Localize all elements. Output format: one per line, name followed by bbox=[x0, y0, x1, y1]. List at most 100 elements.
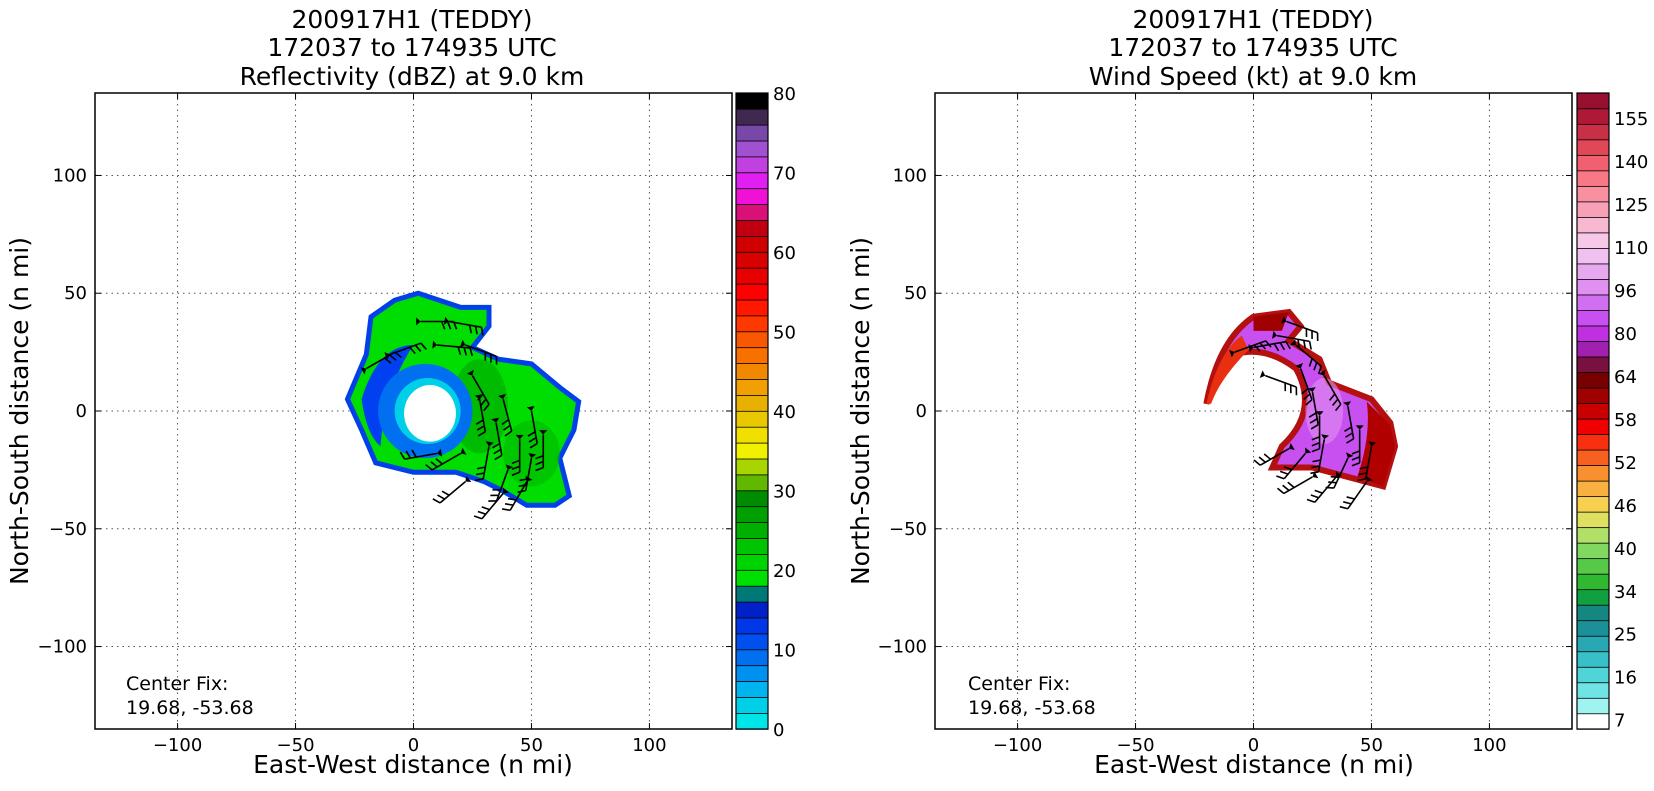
right-panel: 200917H1 (TEDDY) 172037 to 174935 UTC Wi… bbox=[846, 5, 1648, 779]
colorbar-segment bbox=[736, 570, 768, 586]
colorbar-tick-label: 80 bbox=[1614, 324, 1637, 345]
colorbar-segment bbox=[1577, 202, 1609, 218]
colorbar-tick-label: 40 bbox=[1614, 539, 1637, 560]
colorbar-segment bbox=[736, 475, 768, 491]
colorbar-tick-label: 34 bbox=[1614, 582, 1637, 603]
colorbar-segment bbox=[736, 459, 768, 475]
y-tick-label: 100 bbox=[53, 165, 87, 186]
colorbar-tick-label: 110 bbox=[1614, 238, 1648, 259]
colorbar-tick-label: 70 bbox=[773, 164, 796, 185]
colorbar-segment bbox=[736, 204, 768, 220]
colorbar-tick-label: 25 bbox=[1614, 625, 1637, 646]
colorbar-segment bbox=[1577, 450, 1609, 466]
right-title-line3: Wind Speed (kt) at 9.0 km bbox=[1089, 62, 1417, 91]
right-plot-area bbox=[935, 93, 1572, 729]
colorbar-segment bbox=[736, 93, 768, 109]
colorbar-segment bbox=[1577, 171, 1609, 187]
colorbar-tick-label: 0 bbox=[773, 720, 784, 741]
left-center-fix-value: 19.68, -53.68 bbox=[126, 697, 254, 719]
colorbar-segment bbox=[1577, 248, 1609, 264]
x-tick-label: 100 bbox=[1472, 735, 1506, 756]
y-tick-label: −50 bbox=[889, 519, 927, 540]
colorbar-segment bbox=[736, 188, 768, 204]
colorbar-tick-label: 140 bbox=[1614, 152, 1648, 173]
colorbar-segment bbox=[1577, 434, 1609, 450]
eye bbox=[404, 385, 456, 442]
colorbar-segment bbox=[1577, 512, 1609, 528]
colorbar-segment bbox=[736, 586, 768, 602]
x-tick-label: −100 bbox=[993, 735, 1042, 756]
colorbar-segment bbox=[1577, 140, 1609, 156]
colorbar-segment bbox=[1577, 636, 1609, 652]
y-tick-label: −50 bbox=[49, 519, 87, 540]
x-tick-label: 100 bbox=[632, 735, 666, 756]
colorbar-segment bbox=[1577, 155, 1609, 171]
colorbar-segment bbox=[1577, 558, 1609, 574]
colorbar-segment bbox=[1577, 372, 1609, 388]
colorbar-segment bbox=[736, 618, 768, 634]
y-tick-label: 0 bbox=[76, 401, 87, 422]
colorbar-segment bbox=[1577, 310, 1609, 326]
y-tick-label: 50 bbox=[64, 283, 87, 304]
colorbar-segment bbox=[736, 713, 768, 729]
colorbar-segment bbox=[1577, 698, 1609, 714]
colorbar-segment bbox=[1577, 357, 1609, 373]
right-xlabel: East-West distance (n mi) bbox=[1094, 750, 1414, 779]
colorbar-tick-label: 20 bbox=[773, 561, 796, 582]
y-tick-label: −100 bbox=[38, 637, 87, 658]
left-xlabel: East-West distance (n mi) bbox=[253, 750, 573, 779]
colorbar-segment bbox=[1577, 326, 1609, 342]
colorbar-tick-label: 58 bbox=[1614, 410, 1637, 431]
right-title-line1: 200917H1 (TEDDY) bbox=[1132, 5, 1373, 34]
colorbar-segment bbox=[736, 252, 768, 268]
right-center-fix-value: 19.68, -53.68 bbox=[968, 697, 1096, 719]
colorbar-segment bbox=[1577, 233, 1609, 249]
colorbar-segment bbox=[736, 363, 768, 379]
colorbar-segment bbox=[736, 173, 768, 189]
left-title-line1: 200917H1 (TEDDY) bbox=[291, 5, 532, 34]
colorbar-segment bbox=[1577, 93, 1609, 109]
colorbar-segment bbox=[1577, 651, 1609, 667]
right-title-line2: 172037 to 174935 UTC bbox=[1108, 33, 1397, 62]
colorbar-segment bbox=[1577, 620, 1609, 636]
colorbar-segment bbox=[736, 141, 768, 157]
colorbar-segment bbox=[736, 634, 768, 650]
left-title-line3: Reflectivity (dBZ) at 9.0 km bbox=[240, 62, 585, 91]
y-tick-label: 50 bbox=[904, 283, 927, 304]
colorbar-segment bbox=[736, 522, 768, 538]
colorbar-segment bbox=[736, 506, 768, 522]
wind-speed-peak bbox=[1305, 378, 1343, 444]
colorbar-segment bbox=[1577, 682, 1609, 698]
colorbar-segment bbox=[736, 538, 768, 554]
y-tick-label: 0 bbox=[916, 401, 927, 422]
colorbar-tick-label: 52 bbox=[1614, 453, 1637, 474]
colorbar-segment bbox=[736, 443, 768, 459]
colorbar-segment bbox=[736, 332, 768, 348]
colorbar-segment bbox=[1577, 667, 1609, 683]
colorbar-segment bbox=[736, 157, 768, 173]
colorbar-tick-label: 16 bbox=[1614, 668, 1637, 689]
colorbar-tick-label: 64 bbox=[1614, 367, 1637, 388]
colorbar-tick-label: 80 bbox=[773, 84, 796, 105]
colorbar-segment bbox=[736, 554, 768, 570]
colorbar-segment bbox=[1577, 403, 1609, 419]
colorbar-segment bbox=[736, 268, 768, 284]
colorbar-segment bbox=[1577, 713, 1609, 729]
colorbar-segment bbox=[1577, 279, 1609, 295]
colorbar-segment bbox=[736, 125, 768, 141]
right-ylabel: North-South distance (n mi) bbox=[846, 237, 875, 585]
colorbar-segment bbox=[1577, 124, 1609, 140]
colorbar-segment bbox=[1577, 496, 1609, 512]
colorbar-segment bbox=[736, 395, 768, 411]
colorbar-tick-label: 10 bbox=[773, 641, 796, 662]
colorbar-tick-label: 50 bbox=[773, 323, 796, 344]
colorbar-segment bbox=[1577, 217, 1609, 233]
colorbar-segment bbox=[736, 220, 768, 236]
x-tick-label: −100 bbox=[153, 735, 202, 756]
colorbar-segment bbox=[736, 316, 768, 332]
colorbar-segment bbox=[736, 411, 768, 427]
colorbar-tick-label: 125 bbox=[1614, 195, 1648, 216]
colorbar-segment bbox=[736, 300, 768, 316]
